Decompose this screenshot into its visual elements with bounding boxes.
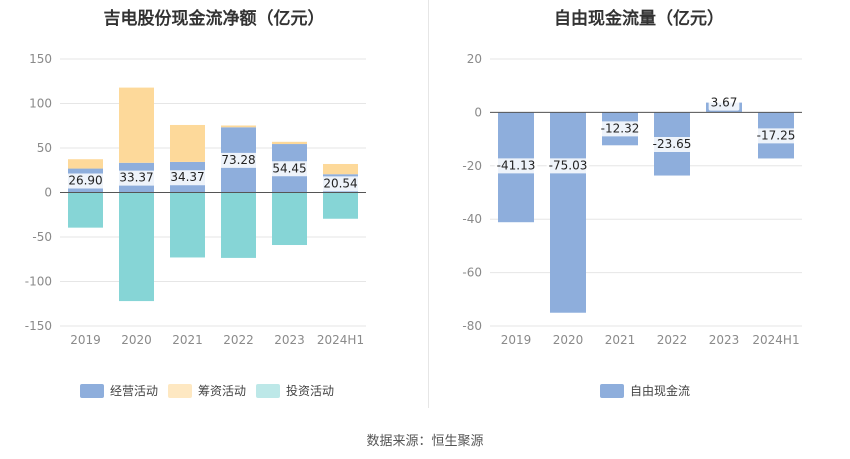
c0-x-tick-label: 2020 bbox=[121, 333, 152, 347]
c1-x-tick-label: 2020 bbox=[553, 333, 584, 347]
c0-bar-investing bbox=[323, 192, 358, 219]
c0-legend-label: 经营活动 bbox=[110, 384, 158, 398]
c0-x-tick-label: 2021 bbox=[172, 333, 203, 347]
c0-x-tick-label: 2022 bbox=[223, 333, 254, 347]
c0-bar-financing bbox=[221, 125, 256, 128]
c1-y-tick-label: -80 bbox=[462, 319, 482, 333]
c0-bar-investing bbox=[68, 192, 103, 228]
c0-bar-investing bbox=[119, 192, 154, 302]
c1-bar-fcf bbox=[550, 112, 586, 313]
c0-data-label: 73.28 bbox=[221, 153, 255, 167]
c1-y-tick-label: -40 bbox=[462, 212, 482, 226]
c0-x-tick-label: 2019 bbox=[70, 333, 101, 347]
c0-legend-label: 投资活动 bbox=[286, 383, 334, 398]
c1-x-tick-label: 2022 bbox=[657, 333, 688, 347]
c0-y-tick-label: 150 bbox=[29, 52, 52, 66]
c0-data-label: 26.90 bbox=[68, 174, 102, 188]
c0-bar-financing bbox=[170, 124, 205, 162]
c1-x-tick-label: 2019 bbox=[501, 333, 532, 347]
c0-y-tick-label: 50 bbox=[37, 141, 52, 155]
c1-data-label-bg bbox=[598, 121, 642, 137]
panel-divider bbox=[428, 0, 429, 408]
c0-bar-financing bbox=[68, 159, 103, 169]
c0-bar-investing bbox=[272, 192, 307, 246]
c1-legend-swatch bbox=[600, 384, 624, 398]
c1-y-tick-label: -60 bbox=[462, 266, 482, 280]
c0-bar-financing bbox=[119, 87, 154, 163]
c1-x-tick-label: 2023 bbox=[709, 333, 740, 347]
c1-x-tick-label: 2024H1 bbox=[752, 333, 799, 347]
c0-data-label: 33.37 bbox=[119, 171, 153, 185]
c1-data-label-bg bbox=[754, 128, 798, 144]
c0-data-label-bg bbox=[270, 161, 309, 177]
c0-y-tick-label: -150 bbox=[25, 319, 52, 333]
c1-data-label: -12.32 bbox=[601, 121, 640, 135]
c0-data-label-bg bbox=[321, 176, 360, 192]
c1-x-tick-label: 2021 bbox=[605, 333, 636, 347]
c1-legend-label: 自由现金流 bbox=[630, 383, 690, 398]
c1-data-label-bg bbox=[546, 158, 590, 174]
c0-legend-swatch bbox=[168, 384, 192, 398]
c0-bar-investing bbox=[170, 192, 205, 258]
c0-legend-label: 筹资活动 bbox=[198, 384, 246, 398]
right-chart-title: 自由现金流量（亿元） bbox=[554, 9, 724, 29]
c1-data-label: -41.13 bbox=[497, 158, 536, 172]
c0-bar-financing bbox=[272, 141, 307, 145]
c1-data-label: 3.67 bbox=[711, 96, 738, 110]
c0-data-label-bg bbox=[66, 173, 105, 189]
c0-data-label-bg bbox=[117, 170, 156, 186]
c0-data-label: 34.37 bbox=[170, 170, 204, 184]
c0-x-tick-label: 2024H1 bbox=[317, 333, 364, 347]
c0-data-label-bg bbox=[168, 170, 207, 186]
c1-data-label: -23.65 bbox=[653, 137, 692, 151]
c0-legend-swatch bbox=[80, 384, 104, 398]
c0-legend-swatch bbox=[256, 384, 280, 398]
c0-bar-investing bbox=[221, 192, 256, 258]
c0-y-tick-label: -100 bbox=[25, 275, 52, 289]
c1-y-tick-label: 20 bbox=[467, 52, 482, 66]
c1-y-tick-label: 0 bbox=[474, 105, 482, 119]
c1-data-label-bg bbox=[494, 158, 538, 174]
c1-data-label-bg bbox=[708, 95, 740, 111]
c0-y-tick-label: 0 bbox=[44, 186, 52, 200]
c0-data-label: 20.54 bbox=[323, 176, 357, 190]
data-source: 数据来源：恒生聚源 bbox=[366, 434, 484, 449]
c0-y-tick-label: -50 bbox=[32, 230, 52, 244]
left-chart-title: 吉电股份现金流净额（亿元） bbox=[103, 9, 325, 29]
c1-data-label-bg bbox=[650, 136, 694, 152]
c1-data-label: -75.03 bbox=[549, 158, 588, 172]
c0-data-label-bg bbox=[219, 152, 258, 168]
c0-y-tick-label: 100 bbox=[29, 97, 52, 111]
c1-y-tick-label: -20 bbox=[462, 159, 482, 173]
c0-bar-financing bbox=[323, 163, 358, 175]
c0-data-label: 54.45 bbox=[272, 161, 306, 175]
c1-data-label: -17.25 bbox=[757, 128, 796, 142]
c0-x-tick-label: 2023 bbox=[274, 333, 305, 347]
